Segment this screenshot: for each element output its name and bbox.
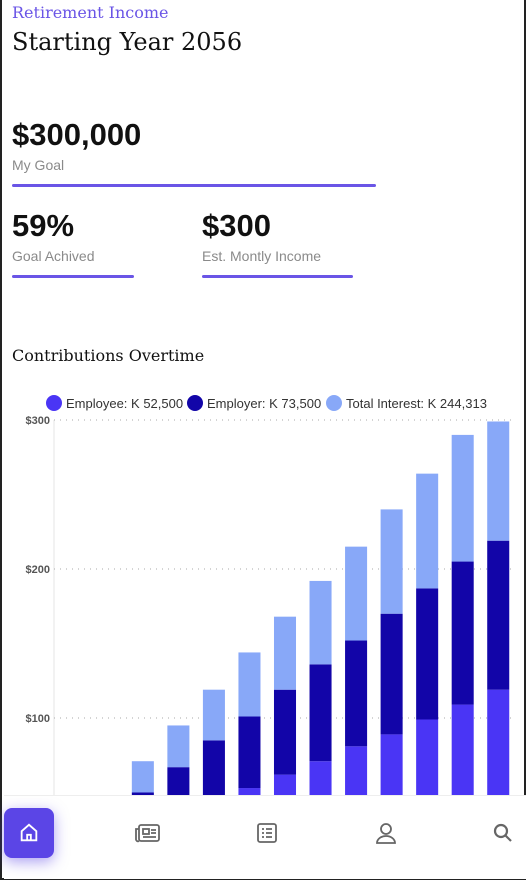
stat-value: $300 <box>202 208 271 243</box>
bar-segment <box>131 761 154 793</box>
goal-rule <box>12 184 376 187</box>
bar-segment <box>273 616 297 690</box>
page-title: Starting Year 2056 <box>12 28 243 56</box>
legend-swatch <box>46 395 62 411</box>
goal-label: My Goal <box>12 157 65 173</box>
legend-label: Employer: K 73,500 <box>207 396 321 411</box>
bar-segment <box>380 509 403 614</box>
bar-segment <box>202 740 225 802</box>
eyebrow: Retirement Income <box>12 3 169 22</box>
nav-news[interactable] <box>123 808 173 858</box>
bar-segment <box>451 434 474 562</box>
legend-swatch <box>187 395 203 411</box>
bar-segment <box>345 640 368 747</box>
bar-segment <box>487 421 510 541</box>
stat-value: 59% <box>12 208 75 243</box>
stat-rule <box>12 275 134 278</box>
bar-segment <box>238 652 261 717</box>
bar-segment <box>451 561 474 705</box>
bar-segment <box>380 613 403 735</box>
bar-segment <box>309 580 332 665</box>
stat-label: Est. Montly Income <box>202 248 322 264</box>
legend-label: Employee: K 52,500 <box>66 396 183 411</box>
legend-label: Total Interest: K 244,313 <box>346 396 487 411</box>
bar-segment <box>416 588 439 720</box>
search-icon <box>493 823 512 842</box>
bottom-nav <box>4 795 526 879</box>
stat-label: Goal Achived <box>12 248 95 264</box>
bar-segment <box>309 664 332 762</box>
nav-list[interactable] <box>242 808 292 858</box>
list-icon <box>257 823 277 843</box>
nav-search[interactable] <box>478 808 526 858</box>
home-icon <box>20 823 38 842</box>
bar-segment <box>167 725 190 768</box>
bar-segment <box>202 689 225 741</box>
legend-swatch <box>326 395 342 411</box>
y-tick-label: $100 <box>26 713 50 725</box>
nav-home[interactable] <box>4 808 54 858</box>
y-tick-label: $200 <box>26 564 50 576</box>
profile-icon <box>376 823 396 844</box>
bar-segment <box>487 540 510 690</box>
stat-rule <box>202 275 353 278</box>
y-tick-label: $300 <box>26 415 50 427</box>
goal-value: $300,000 <box>12 117 142 152</box>
nav-profile[interactable] <box>361 808 411 858</box>
chart-title: Contributions Overtime <box>12 346 205 365</box>
bar-segment <box>273 689 297 775</box>
news-icon <box>135 824 160 843</box>
bar-segment <box>345 546 368 641</box>
bar-segment <box>416 473 439 589</box>
bar-segment <box>238 716 261 789</box>
